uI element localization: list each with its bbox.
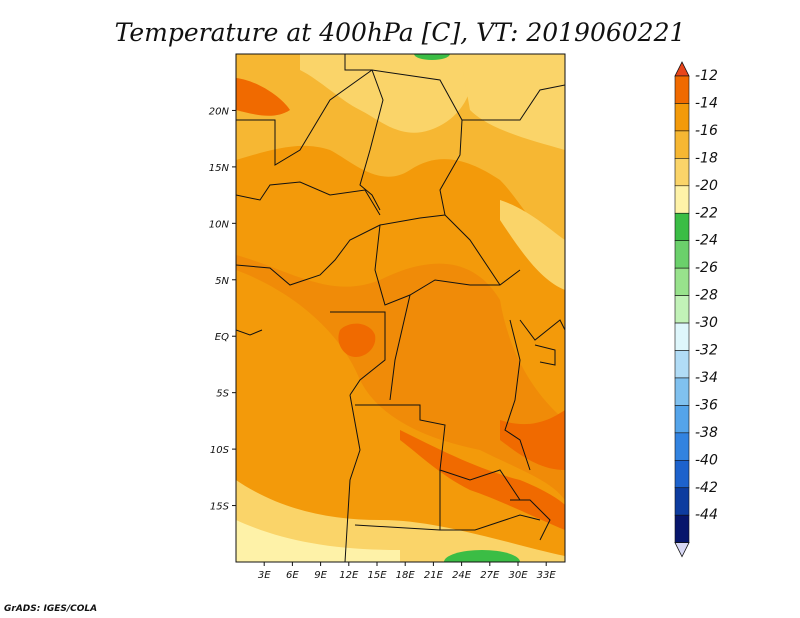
x-tick-label: 3E xyxy=(258,570,271,581)
field-band-sahara xyxy=(300,54,473,133)
colorbar-top-arrow xyxy=(674,61,690,77)
y-tick-label: 10N xyxy=(209,219,230,230)
colorbar-label: -38 xyxy=(695,425,718,441)
colorbar-swatch xyxy=(674,185,690,214)
colorbar-swatch xyxy=(674,158,690,187)
colorbar-swatch xyxy=(674,267,690,296)
colorbar-swatch xyxy=(674,130,690,159)
colorbar-label: -16 xyxy=(695,123,718,139)
x-tick-label: 18E xyxy=(396,570,416,581)
colorbar-swatch xyxy=(674,322,690,351)
x-tick-label: 24E xyxy=(452,570,472,581)
colorbar-swatch xyxy=(674,377,690,406)
colorbar-label: -18 xyxy=(695,150,718,166)
map-plot xyxy=(236,54,565,562)
field-patch-central xyxy=(338,323,376,358)
x-axis: 3E 6E 9E 12E 15E 18E 21E 24E 27E 30E 33E xyxy=(258,562,557,581)
y-tick-label: 15N xyxy=(209,163,230,174)
y-axis: 20N 15N 10N 5N EQ 5S 10S 15S xyxy=(209,106,236,513)
colorbar-swatch xyxy=(674,487,690,516)
map-frame xyxy=(235,53,566,563)
x-tick-label: 21E xyxy=(424,570,444,581)
field-band-northeast xyxy=(460,54,565,150)
colorbar-swatch xyxy=(674,350,690,379)
colorbar-label: -24 xyxy=(695,233,718,249)
y-tick-label: 15S xyxy=(210,502,230,513)
colorbar-label: -22 xyxy=(695,205,718,221)
x-tick-label: 12E xyxy=(339,570,359,581)
colorbar-label: -26 xyxy=(695,260,718,276)
colorbar-label: -20 xyxy=(695,178,718,194)
field-band-warm xyxy=(236,255,565,500)
y-tick-label: 10S xyxy=(210,445,230,456)
colorbar-label: -34 xyxy=(695,370,718,386)
colorbar-swatch xyxy=(674,75,690,104)
y-tick-label: EQ xyxy=(215,332,229,343)
y-tick-label: 20N xyxy=(209,106,230,117)
colorbar-swatch xyxy=(674,295,690,324)
colorbar-label: -30 xyxy=(695,315,718,331)
colorbar-label: -14 xyxy=(695,95,718,111)
field-green-north xyxy=(414,54,450,60)
x-tick-label: 9E xyxy=(314,570,327,581)
colorbar-label: -32 xyxy=(695,343,718,359)
field-band-east xyxy=(500,200,565,290)
colorbar-swatch xyxy=(674,514,690,543)
colorbar-swatch xyxy=(674,405,690,434)
y-tick-label: 5N xyxy=(215,276,229,287)
colorbar-label: -28 xyxy=(695,288,718,304)
colorbar-bottom-arrow xyxy=(674,542,690,558)
field-patch-se xyxy=(500,410,565,470)
colorbar-swatch xyxy=(674,459,690,489)
x-tick-label: 27E xyxy=(480,570,500,581)
y-tick-label: 5S xyxy=(216,389,229,400)
x-tick-label: 33E xyxy=(537,570,557,581)
chart-title: Temperature at 400hPa [C], VT: 201906022… xyxy=(115,18,686,47)
colorbar-label: -36 xyxy=(695,397,718,413)
colorbar-label: -44 xyxy=(695,507,718,523)
grads-credit: GrADS: IGES/COLA xyxy=(4,604,98,614)
field-patch-nw xyxy=(236,78,290,116)
colorbar-swatch xyxy=(674,212,690,242)
colorbar-label: -12 xyxy=(695,68,718,84)
x-tick-label: 30E xyxy=(508,570,528,581)
field-green-south xyxy=(444,550,520,562)
x-tick-label: 15E xyxy=(367,570,387,581)
colorbar-label: -40 xyxy=(695,452,718,468)
field-band-south xyxy=(236,480,565,562)
colorbar-swatch xyxy=(674,103,690,132)
colorbar-swatch xyxy=(674,240,690,269)
colorbar: -12 -14 -16 -18 -20 -22 -24 -26 -28 -30 -32 -34 -36 -… xyxy=(674,61,718,558)
x-tick-label: 6E xyxy=(286,570,299,581)
field-band-south-pale xyxy=(236,520,400,562)
country-boundaries xyxy=(236,54,565,562)
colorbar-label: -42 xyxy=(695,480,718,496)
colorbar-swatch xyxy=(674,432,690,461)
